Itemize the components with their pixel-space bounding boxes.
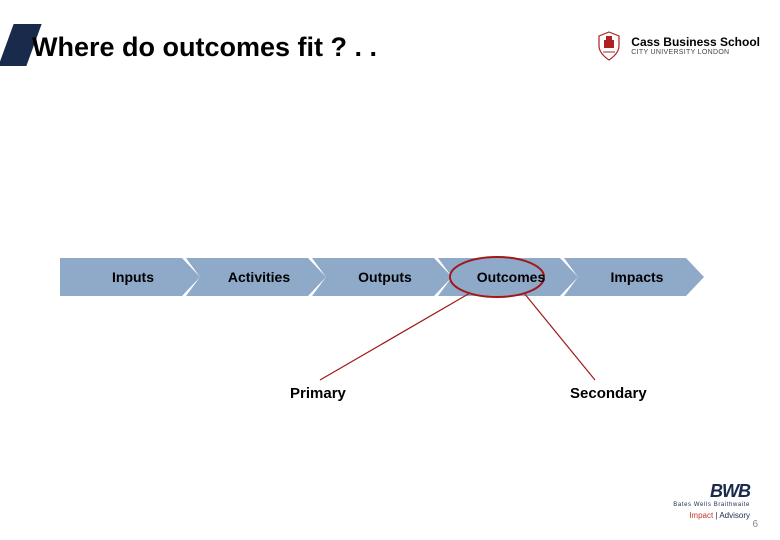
flow-step-label: Outcomes xyxy=(471,269,545,285)
annotation-line-primary xyxy=(320,293,470,380)
flow-step-outputs: Outputs xyxy=(312,258,452,296)
flow-step-label: Activities xyxy=(222,269,290,285)
header-logo-main: Cass Business School xyxy=(631,36,760,49)
flow-step-label: Outputs xyxy=(352,269,412,285)
annotation-line-secondary xyxy=(524,293,595,380)
annotation-primary: Primary xyxy=(290,385,346,402)
footer-tag-impact: Impact xyxy=(689,511,713,520)
flow-step-outcomes: Outcomes xyxy=(438,258,578,296)
annotation-secondary: Secondary xyxy=(570,385,647,402)
flow-step-label: Impacts xyxy=(605,269,664,285)
process-flow: Inputs Activities Outputs Outcomes Impacts xyxy=(60,258,704,296)
title-bar: Where do outcomes fit ? . . xyxy=(8,32,377,63)
footer-tag-advisory: Advisory xyxy=(719,511,750,520)
header-logo-sub: CITY UNIVERSITY LONDON xyxy=(631,49,760,57)
flow-step-activities: Activities xyxy=(186,258,326,296)
slide: Where do outcomes fit ? . . Cass Busines… xyxy=(0,0,780,540)
crest-icon xyxy=(595,30,623,62)
flow-step-label: Inputs xyxy=(106,269,154,285)
footer-logo-tagline: Impact | Advisory xyxy=(673,511,750,520)
flow-step-inputs: Inputs xyxy=(60,258,200,296)
header-logo: Cass Business School CITY UNIVERSITY LON… xyxy=(595,30,760,62)
page-number: 6 xyxy=(752,519,758,530)
footer-logo-mark: BWB xyxy=(673,481,750,502)
flow-step-impacts: Impacts xyxy=(564,258,704,296)
footer-logo-under: Bates Wells Braithwaite xyxy=(673,502,750,508)
page-title: Where do outcomes fit ? . . xyxy=(8,32,377,63)
footer-logo: BWB Bates Wells Braithwaite Impact | Adv… xyxy=(673,481,750,520)
header-logo-text: Cass Business School CITY UNIVERSITY LON… xyxy=(631,36,760,57)
